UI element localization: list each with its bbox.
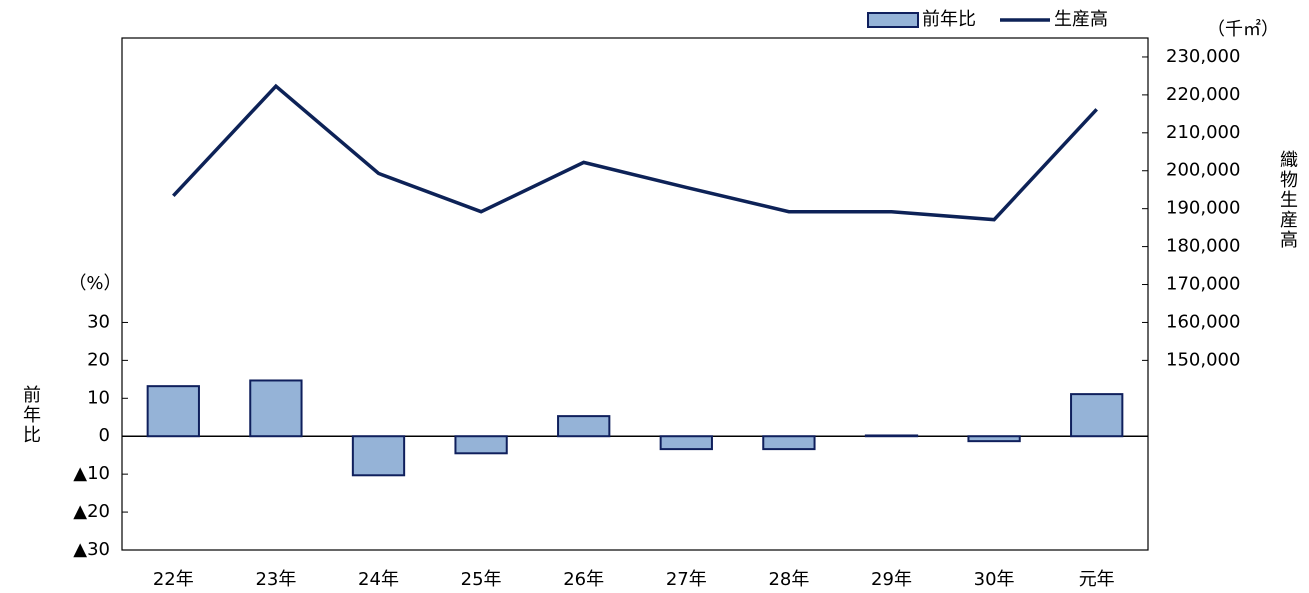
bar [454, 435, 508, 455]
bar [659, 435, 713, 451]
y2-tick-label: 200,000 [1166, 160, 1240, 181]
y-axis-label: 前年比 [20, 385, 41, 445]
bar [1070, 393, 1124, 438]
y2-axis-label: 織物生産高 [1277, 150, 1298, 250]
y-tick-label: 0 [99, 425, 110, 446]
y-tick-label: 30 [87, 311, 110, 332]
y2-tick-label: 150,000 [1166, 349, 1240, 370]
plot-frame [121, 37, 1149, 551]
legend-label: 生産高 [1054, 9, 1108, 30]
y2-unit: （千㎡） [1207, 18, 1279, 40]
y-tick-label: 10 [87, 387, 110, 408]
x-tick-label: 25年 [461, 569, 502, 590]
x-tick-label: 29年 [871, 569, 912, 590]
y-tick-label: 20 [87, 349, 110, 370]
bar [864, 434, 919, 438]
y2-tick-label: 220,000 [1166, 84, 1240, 105]
bar [351, 435, 406, 477]
x-tick-label: 元年 [1079, 569, 1115, 590]
line [172, 83, 1098, 222]
x-tick-label: 26年 [563, 569, 604, 590]
x-tick-label: 28年 [768, 569, 809, 590]
y-tick-label: ▲30 [73, 539, 110, 560]
y2-tick-label: 180,000 [1166, 236, 1240, 257]
y2-tick-label: 190,000 [1166, 198, 1240, 219]
x-tick-label: 27年 [666, 569, 707, 590]
bar [762, 435, 816, 451]
y-unit: （%） [68, 273, 121, 294]
y2-tick-label: 210,000 [1166, 122, 1240, 143]
bar [249, 379, 303, 438]
x-tick-label: 24年 [358, 569, 399, 590]
legend-label: 前年比 [922, 9, 976, 30]
legend-swatch [867, 12, 919, 28]
y-tick-label: ▲20 [73, 501, 110, 522]
x-tick-label: 22年 [153, 569, 194, 590]
x-tick-label: 30年 [974, 569, 1015, 590]
y2-tick-label: 160,000 [1166, 311, 1240, 332]
x-tick-label: 23年 [255, 569, 296, 590]
bar [146, 385, 200, 438]
y-tick-label: ▲10 [73, 463, 110, 484]
bar [557, 415, 611, 438]
bar [967, 435, 1021, 443]
y2-tick-label: 230,000 [1166, 46, 1240, 67]
y2-tick-label: 170,000 [1166, 274, 1240, 295]
